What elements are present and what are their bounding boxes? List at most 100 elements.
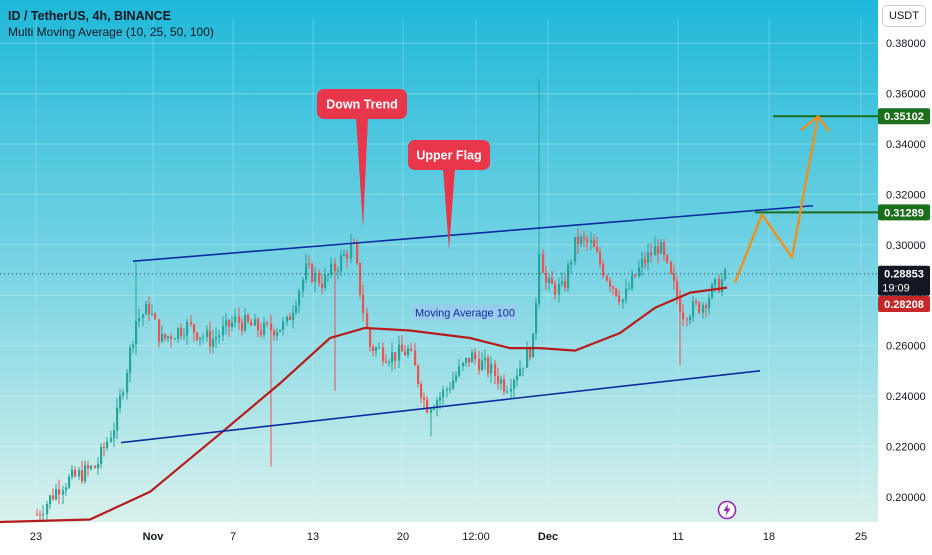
indicator-legend[interactable]: Multi Moving Average (10, 25, 50, 100)	[8, 25, 214, 39]
candle	[260, 330, 263, 335]
candle	[500, 379, 503, 384]
candle	[519, 368, 522, 376]
candle	[657, 245, 660, 254]
candle	[663, 241, 666, 255]
candle	[71, 469, 74, 478]
callout-down-trend-label: Down Trend	[326, 98, 398, 112]
candle	[503, 379, 506, 392]
currency-button[interactable]: USDT	[882, 5, 926, 27]
candle	[132, 344, 135, 348]
candle	[561, 281, 564, 285]
candle	[570, 262, 573, 265]
candle	[622, 299, 625, 303]
candle	[279, 329, 282, 332]
candle	[462, 362, 465, 367]
candle	[574, 237, 577, 263]
candle	[673, 273, 676, 282]
lightning-icon[interactable]	[717, 500, 737, 520]
candle	[666, 254, 669, 262]
candle	[241, 322, 244, 331]
candle	[247, 314, 250, 322]
time-tick-label: 18	[763, 531, 775, 543]
candle	[186, 321, 189, 336]
candle	[465, 358, 468, 363]
candle	[218, 335, 221, 338]
candle	[631, 274, 634, 289]
projection-path	[733, 116, 820, 284]
candle	[388, 362, 391, 364]
candle	[558, 284, 561, 295]
candle	[577, 237, 580, 244]
candle	[100, 446, 103, 465]
target-price-label-1-text: 0.35102	[884, 111, 924, 123]
candle	[302, 279, 305, 292]
candle	[311, 264, 314, 283]
candle	[554, 283, 557, 295]
candles	[36, 78, 727, 522]
time-tick-label: 25	[855, 531, 867, 543]
candle	[238, 316, 241, 323]
ma-100-annotation-bg	[413, 305, 517, 320]
callout-upper-flag: Upper Flag	[408, 140, 490, 250]
candle	[439, 397, 442, 401]
time-tick-label: 23	[30, 531, 42, 543]
candle	[478, 359, 481, 371]
candle	[183, 335, 186, 337]
target-price-label-2: 0.31289	[878, 204, 930, 221]
candle	[695, 301, 698, 303]
candle	[682, 312, 685, 320]
candle	[324, 274, 327, 288]
candle	[177, 328, 180, 339]
ma-100-annotation: Moving Average 100	[413, 305, 517, 320]
price-tick-label: 0.26000	[886, 341, 926, 353]
candle	[401, 344, 404, 352]
target-price-label-1: 0.35102	[878, 108, 930, 125]
candle	[718, 278, 721, 292]
candle	[350, 243, 353, 259]
candle	[119, 395, 122, 408]
candle	[526, 348, 529, 368]
candle	[87, 465, 90, 469]
candle	[250, 321, 253, 326]
candle	[308, 263, 311, 265]
candle	[58, 489, 61, 495]
candle	[222, 325, 225, 336]
candle	[289, 316, 292, 320]
candle	[398, 344, 401, 361]
time-tick-label: 7	[230, 531, 236, 543]
candle	[266, 322, 269, 324]
price-tick-label: 0.34000	[886, 139, 926, 151]
candle	[314, 272, 317, 283]
candle	[606, 276, 609, 281]
candle	[369, 328, 372, 347]
candle	[234, 316, 237, 323]
candle	[126, 372, 129, 393]
price-tick-label: 0.30000	[886, 240, 926, 252]
candle	[202, 337, 205, 339]
candle	[698, 302, 701, 313]
candle	[609, 280, 612, 287]
candle	[273, 330, 276, 336]
candle	[564, 281, 567, 289]
candle	[580, 236, 583, 244]
candle	[522, 367, 525, 369]
candle	[122, 392, 125, 396]
candle	[206, 330, 209, 338]
candle	[692, 301, 695, 317]
candle	[359, 262, 362, 295]
candle	[39, 514, 42, 516]
candle	[298, 291, 301, 306]
candle	[705, 305, 708, 309]
callout-down-trend: Down Trend	[317, 89, 407, 228]
candle	[343, 253, 346, 256]
symbol-title[interactable]: ID / TetherUS, 4h, BINANCE	[8, 9, 171, 23]
candle	[46, 503, 49, 515]
chart-background	[0, 0, 878, 522]
candle	[337, 270, 340, 272]
candle	[602, 263, 605, 277]
last-price-label-bg	[878, 265, 930, 296]
candle	[356, 243, 359, 263]
candle	[436, 400, 439, 408]
channel-lower-line	[120, 370, 761, 444]
